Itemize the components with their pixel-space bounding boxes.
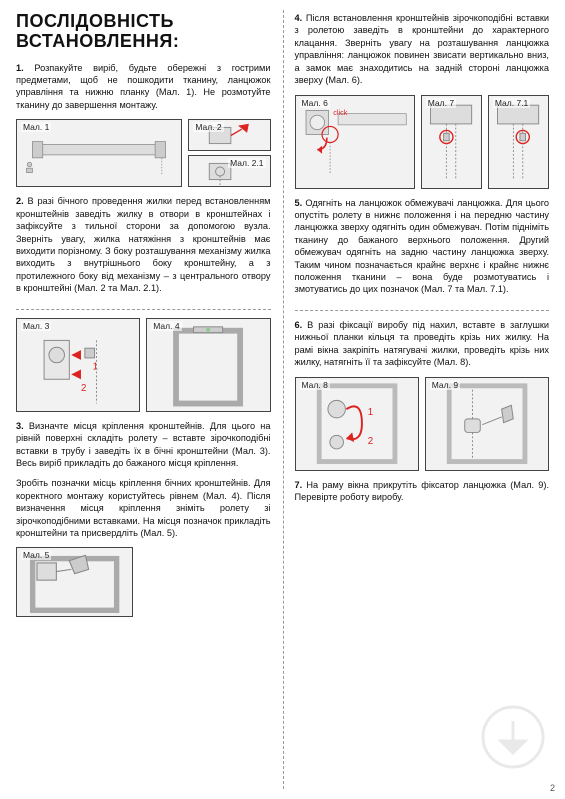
figure-2-1: Мал. 2.1 <box>188 155 270 187</box>
fig-row-5: Мал. 8 1 2 Мал. 9 <box>295 377 550 471</box>
step-4-text: 4. Після встановлення кронштейнів зірочк… <box>295 12 550 87</box>
step-5-text: 5. Одягніть на ланцюжок обмежувачі ланцю… <box>295 197 550 296</box>
figure-1: Мал. 1 <box>16 119 182 187</box>
figure-7-1: Мал. 7.1 <box>488 95 549 189</box>
click-label: click <box>334 108 348 117</box>
chain-limit-icon <box>423 98 479 185</box>
figure-3: Мал. 3 2 1 <box>16 318 140 412</box>
watermark-icon <box>481 705 545 769</box>
chain-limit-alt-icon <box>490 98 546 185</box>
step-num-6: 6. <box>295 320 303 330</box>
figure-2-label: Мал. 2 <box>193 122 223 132</box>
figure-7: Мал. 7 <box>421 95 482 189</box>
figure-1-label: Мал. 1 <box>21 122 51 132</box>
figure-4: Мал. 4 <box>146 318 270 412</box>
svg-text:2: 2 <box>81 383 86 394</box>
step-num-2: 2. <box>16 196 24 206</box>
step-2-body: В разі бічного проведення жилки перед вс… <box>16 196 271 293</box>
left-column: ПОСЛІДОВНІСТЬ ВСТАНОВЛЕННЯ: 1. Розпакуйт… <box>0 0 283 799</box>
step-5-body: Одягніть на ланцюжок обмежувачі ланцюжка… <box>295 198 550 295</box>
figure-6: Мал. 6 click <box>295 95 415 189</box>
step-num-5: 5. <box>295 198 303 208</box>
step-3-body-a: Визначте місця кріплення кронштейнів. Дл… <box>16 421 271 468</box>
page-title: ПОСЛІДОВНІСТЬ ВСТАНОВЛЕННЯ: <box>16 12 271 52</box>
step-4-body: Після встановлення кронштейнів зірочкопо… <box>295 13 550 85</box>
svg-text:1: 1 <box>93 362 98 373</box>
divider-left-1 <box>16 309 271 310</box>
step-1-body: Розпакуйте виріб, будьте обережні з гост… <box>16 63 271 110</box>
step-1-text: 1. Розпакуйте виріб, будьте обережні з г… <box>16 62 271 112</box>
step-2-text: 2. В разі бічного проведення жилки перед… <box>16 195 271 294</box>
svg-text:1: 1 <box>367 407 372 418</box>
assembly-icon: 2 1 <box>20 321 136 408</box>
step-7-body: На раму вікна прикрутіть фіксатор ланцюж… <box>295 480 550 502</box>
figure-8-label: Мал. 8 <box>300 380 330 390</box>
figure-5-label: Мал. 5 <box>21 550 51 560</box>
figure-9-label: Мал. 9 <box>430 380 460 390</box>
page-number: 2 <box>550 783 555 793</box>
figure-6-label: Мал. 6 <box>300 98 330 108</box>
step-3-body-b: Зробіть позначки місць кріплення бічних … <box>16 478 271 538</box>
tensioner-icon: 1 2 <box>299 380 415 467</box>
step-num-3: 3. <box>16 421 24 431</box>
figure-71-label: Мал. 7.1 <box>493 98 530 108</box>
fig-row-1: Мал. 1 Мал. 2 <box>16 119 271 187</box>
step-num-4: 4. <box>295 13 303 23</box>
step-7-text: 7. На раму вікна прикрутіть фіксатор лан… <box>295 479 550 504</box>
figure-7-label: Мал. 7 <box>426 98 456 108</box>
column-divider <box>283 10 284 789</box>
chain-fixer-icon <box>429 380 545 467</box>
figure-2: Мал. 2 <box>188 119 270 151</box>
svg-text:2: 2 <box>367 436 372 447</box>
frame-level-icon <box>150 321 266 408</box>
figure-4-label: Мал. 4 <box>151 321 181 331</box>
figure-5: Мал. 5 <box>16 547 133 617</box>
click-mount-icon: click <box>298 98 410 185</box>
fig-row-2: Мал. 3 2 1 Мал. 4 <box>16 318 271 412</box>
right-column: 4. Після встановлення кронштейнів зірочк… <box>283 0 565 799</box>
step-6-text: 6. В разі фіксації виробу під нахил, вст… <box>295 319 550 369</box>
step-num-7: 7. <box>295 480 303 490</box>
figure-9: Мал. 9 <box>425 377 549 471</box>
step-num-1: 1. <box>16 63 24 73</box>
figure-8: Мал. 8 1 2 <box>295 377 419 471</box>
step-3-text-a: 3. Визначте місця кріплення кронштейнів.… <box>16 420 271 470</box>
figure-3-label: Мал. 3 <box>21 321 51 331</box>
step-6-body: В разі фіксації виробу під нахил, вставт… <box>295 320 550 367</box>
roller-tube-icon <box>25 127 173 180</box>
fig-row-4: Мал. 6 click Мал. 7 <box>295 95 550 189</box>
step-3-text-b: Зробіть позначки місць кріплення бічних … <box>16 477 271 539</box>
fig-row-3: Мал. 5 <box>16 547 271 617</box>
figure-21-label: Мал. 2.1 <box>228 158 265 168</box>
divider-right-1 <box>295 310 550 311</box>
